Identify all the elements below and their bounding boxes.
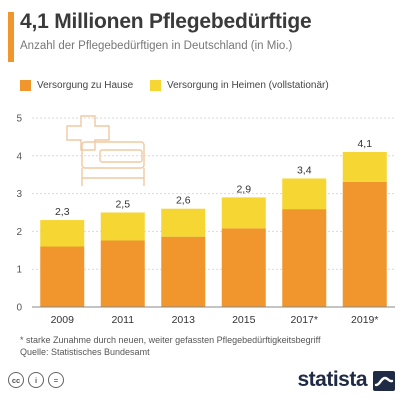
bar-nursing-home	[161, 208, 206, 237]
title-accent-bar	[8, 12, 14, 62]
medical-cross-illustration	[66, 115, 145, 186]
bar-home-care	[161, 236, 206, 307]
x-tick-label: 2015	[232, 314, 256, 326]
bar-nursing-home	[100, 212, 145, 241]
y-tick-label: 0	[16, 303, 22, 314]
x-tick-label: 2017*	[291, 314, 318, 326]
bar-nursing-home	[342, 152, 387, 182]
y-tick-label: 1	[16, 265, 22, 276]
bar-home-care	[40, 246, 85, 307]
legend-swatch-home	[20, 80, 31, 91]
legend-swatch-nursing-home	[149, 80, 161, 91]
bar-nursing-home	[40, 220, 85, 247]
bar-home-care	[342, 181, 387, 307]
footnote-source: Quelle: Statistisches Bundesamt	[20, 347, 150, 357]
x-tick-label: 2013	[172, 314, 196, 326]
chart-title: 4,1 Millionen Pflegebedürftige	[20, 10, 312, 33]
x-axis: 2009 2011 2013 2015 2017* 2019*	[32, 306, 395, 326]
total-value-label: 4,1	[357, 138, 372, 150]
statista-logo-icon	[373, 371, 395, 391]
chart-value-labels: 2,3 2,5 2,6 2,9 3,4 4,1	[55, 138, 372, 218]
total-value-label: 2,5	[115, 199, 130, 211]
y-tick-label: 2	[16, 227, 22, 238]
total-value-label: 2,9	[236, 183, 251, 195]
y-tick-label: 3	[16, 189, 22, 200]
y-tick-label: 4	[16, 151, 22, 162]
x-tick-label: 2019*	[351, 314, 378, 326]
total-value-label: 2,3	[55, 206, 70, 218]
chart-subtitle: Anzahl der Pflegebedürftigen in Deutschl…	[20, 40, 293, 52]
legend-item-nursing-home: Versorgung in Heimen (vollstationär)	[149, 80, 329, 91]
legend-label-nursing-home: Versorgung in Heimen (vollstationär)	[166, 80, 329, 91]
bar-nursing-home	[282, 178, 327, 210]
y-axis: 0 1 2 3 4 5	[16, 114, 22, 314]
bar-home-care	[221, 228, 266, 307]
y-tick-label: 5	[16, 114, 22, 125]
footnote: * starke Zunahme durch neuen, weiter gef…	[20, 334, 321, 358]
x-tick-label: 2011	[111, 314, 134, 326]
attribution-icon[interactable]: i	[28, 372, 44, 388]
chart-gridlines	[32, 117, 395, 308]
legend-label-home: Versorgung zu Hause	[37, 80, 134, 91]
bar-home-care	[100, 240, 145, 307]
bar-nursing-home	[221, 197, 266, 229]
bar-home-care	[282, 209, 327, 307]
no-derivatives-icon[interactable]: =	[48, 372, 64, 388]
total-value-label: 3,4	[297, 164, 312, 176]
chart-bars	[40, 152, 387, 307]
chart-legend: Versorgung zu Hause Versorgung in Heimen…	[20, 80, 343, 94]
footnote-remark: * starke Zunahme durch neuen, weiter gef…	[20, 335, 321, 345]
total-value-label: 2,6	[176, 195, 191, 207]
legend-item-home: Versorgung zu Hause	[20, 80, 133, 91]
x-tick-label: 2009	[51, 314, 75, 326]
statista-logo-text[interactable]: statista	[297, 368, 367, 391]
cc-icon[interactable]: cc	[8, 372, 24, 388]
license-icons: cc i =	[8, 372, 64, 388]
